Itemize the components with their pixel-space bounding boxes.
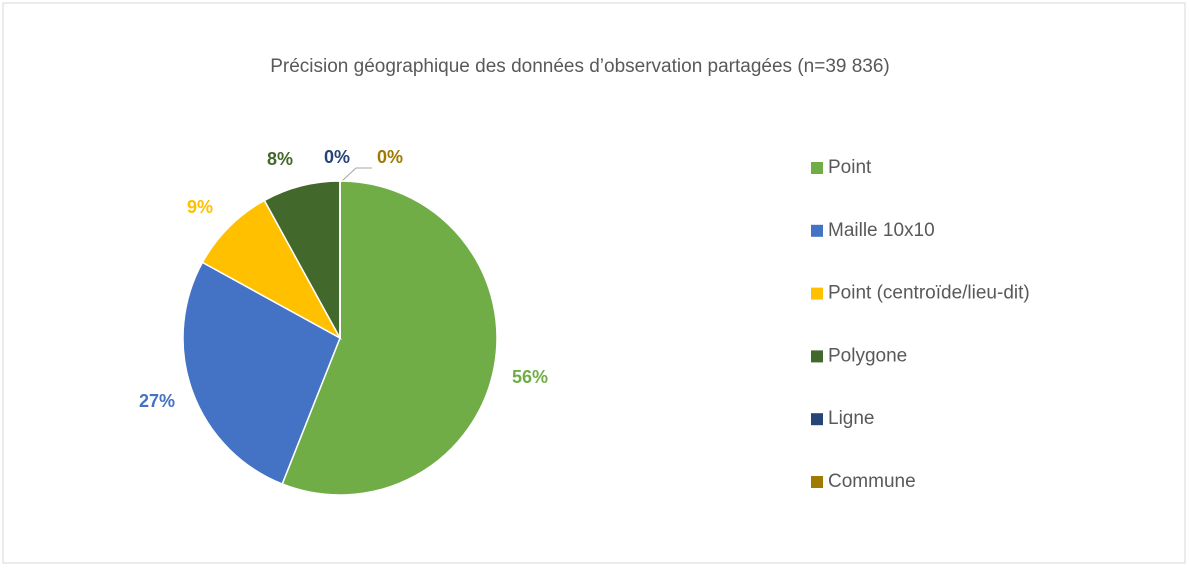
data-label: 56% <box>512 367 548 387</box>
pie-slice <box>182 261 341 485</box>
legend-swatch <box>811 413 823 426</box>
data-label: 0% <box>377 147 403 167</box>
legend-swatch <box>811 350 823 363</box>
legend-swatch <box>811 476 823 488</box>
legend-label: Point (centroïde/lieu-dit) <box>828 283 1030 304</box>
data-label: 9% <box>187 197 213 217</box>
legend-label: Ligne <box>828 408 875 429</box>
data-label: 0% <box>324 147 350 167</box>
legend-swatch <box>811 224 823 237</box>
data-label: 27% <box>139 391 175 411</box>
legend-label: Point <box>828 157 872 178</box>
legend-label: Maille 10x10 <box>828 220 935 241</box>
legend-swatch <box>811 287 823 300</box>
chart-title: Précision géographique des données d’obs… <box>270 56 890 77</box>
leader-line <box>341 167 372 182</box>
data-label: 8% <box>267 149 293 169</box>
legend-label: Commune <box>828 471 916 492</box>
legend-label: Polygone <box>828 345 907 366</box>
pie-slice <box>281 180 498 496</box>
legend-swatch <box>811 162 823 174</box>
pie-slice <box>201 199 342 340</box>
